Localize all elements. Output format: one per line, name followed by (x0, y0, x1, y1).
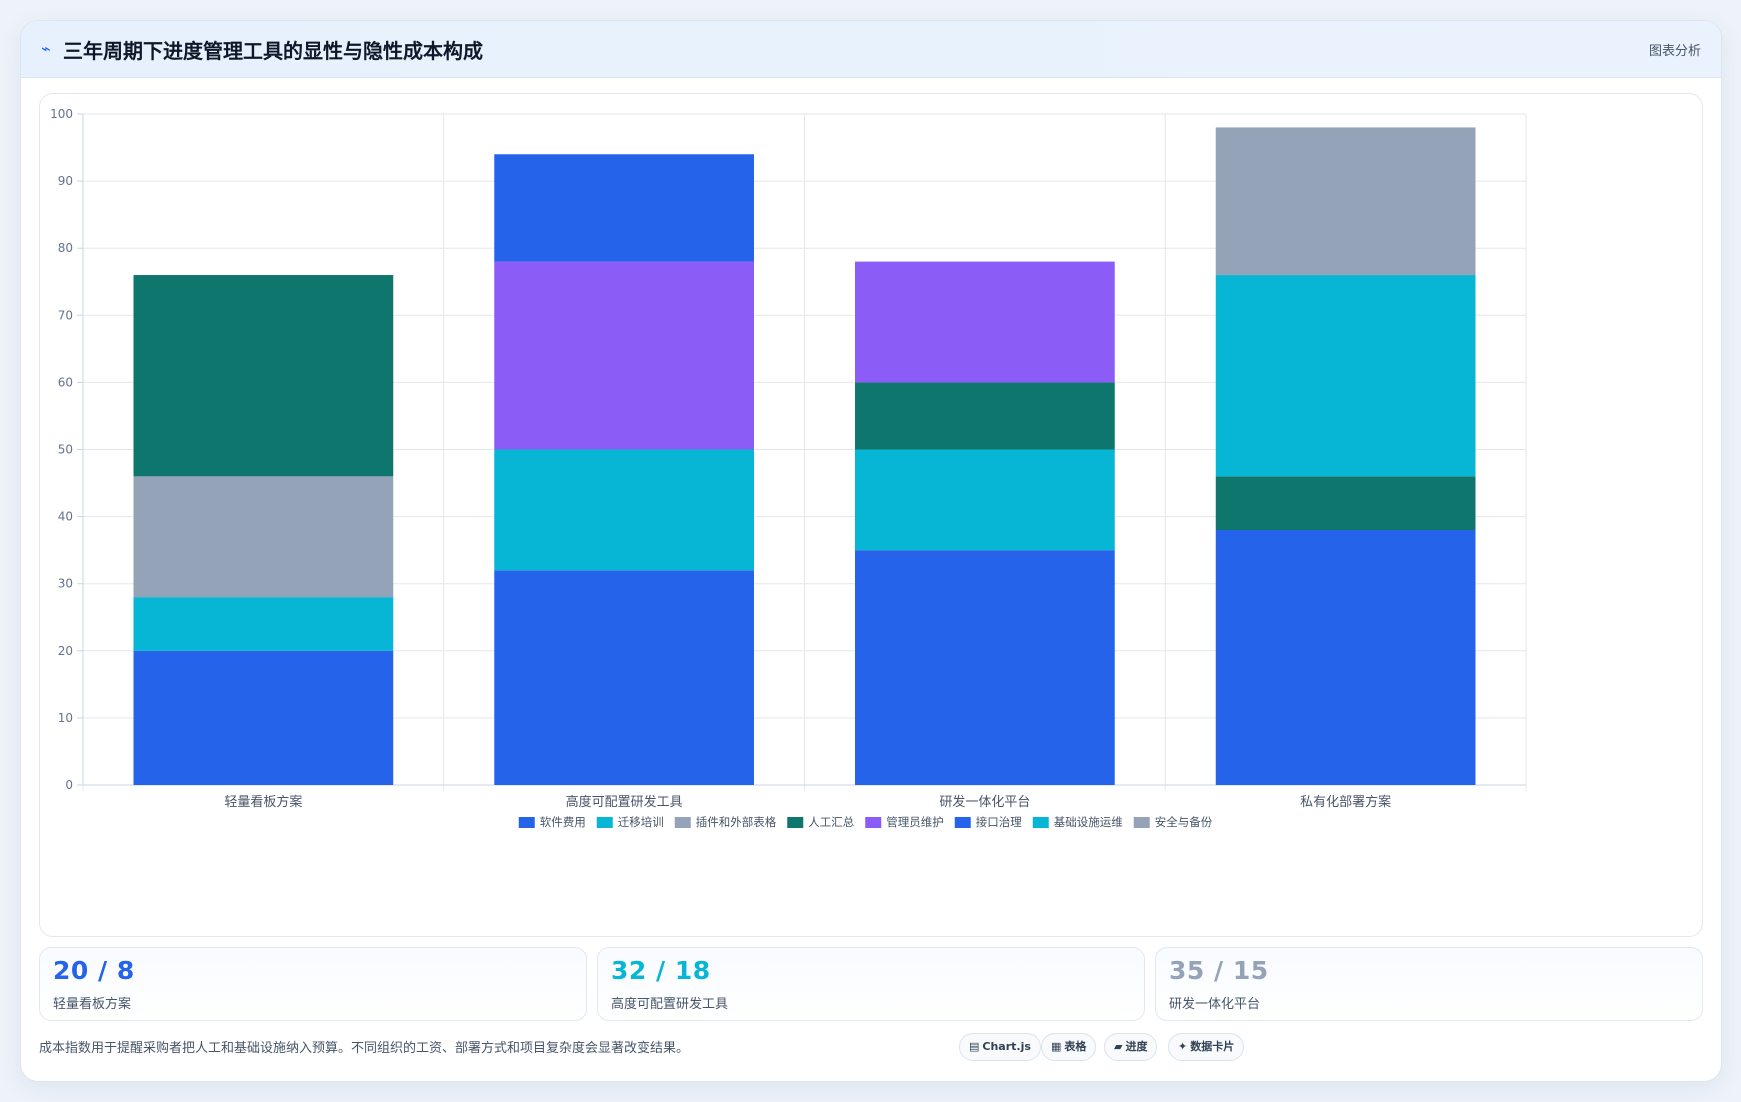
x-tick-label: 研发一体化平台 (939, 794, 1030, 810)
legend-entry: 管理员维护 (886, 815, 944, 829)
bar-segment (855, 382, 1115, 450)
table-icon: ▦ (1051, 1040, 1062, 1053)
chip-table[interactable]: ▦ 表格 (1041, 1033, 1097, 1061)
x-tick-label: 轻量看板方案 (224, 794, 302, 810)
y-tick-label: 10 (58, 711, 73, 725)
y-tick-label: 80 (58, 241, 73, 255)
y-tick-label: 30 (58, 577, 73, 591)
bar-segment (133, 275, 394, 477)
legend-entry: 迁移培训 (618, 815, 664, 829)
bar-segment (1215, 275, 1476, 477)
legend-swatch (596, 817, 613, 828)
chip-data-card[interactable]: ✦ 数据卡片 (1168, 1033, 1245, 1061)
bar-segment (855, 449, 1115, 551)
y-tick-label: 70 (58, 308, 73, 322)
y-tick-label: 20 (58, 644, 73, 658)
chip-label: 进度 (1125, 1040, 1148, 1053)
chip-label: 数据卡片 (1190, 1040, 1235, 1053)
chip-label: 表格 (1064, 1040, 1087, 1053)
y-tick-label: 0 (65, 778, 73, 792)
stat-label: 研发一体化平台 (1169, 997, 1261, 1012)
legend-swatch (1133, 817, 1150, 828)
legend-entry: 插件和外部表格 (696, 815, 777, 829)
bar-segment (494, 449, 754, 571)
chart-icon: ▤ (969, 1040, 980, 1053)
stat-value: 35 / 15 (1169, 956, 1269, 985)
legend-swatch (865, 817, 882, 828)
legend-entry: 接口治理 (976, 815, 1022, 829)
stat-label: 轻量看板方案 (53, 997, 132, 1012)
bar-segment (1215, 476, 1476, 531)
legend-swatch (1032, 817, 1049, 828)
x-tick-label: 高度可配置研发工具 (566, 794, 683, 810)
chip-label: Chart.js (982, 1040, 1031, 1053)
legend-swatch (954, 817, 971, 828)
chart-line-icon: ⌁ (41, 39, 51, 58)
bar-segment (855, 261, 1115, 383)
stacked-bar-chart: 0 10 20 30 40 50 60 70 80 90 100 轻量看板方案 高度可配置研发工具 研发一… (50, 107, 1527, 829)
stat-value: 20 / 8 (53, 956, 135, 985)
legend-entry: 人工汇总 (808, 815, 854, 829)
stat-value: 32 / 18 (611, 956, 711, 985)
stat-card-2: 32 / 18 高度可配置研发工具 (597, 947, 1145, 1021)
stat-label: 高度可配置研发工具 (611, 997, 729, 1012)
legend-swatch (518, 817, 535, 828)
stat-card-1: 20 / 8 轻量看板方案 (39, 947, 587, 1021)
y-tick-label: 90 (58, 174, 73, 188)
legend-entry: 基础设施运维 (1054, 815, 1123, 829)
chart-analysis-tag: 图表分析 (1648, 44, 1701, 59)
card-header: ⌁ 三年周期下进度管理工具的显性与隐性成本构成 图表分析 (21, 21, 1721, 78)
bar-segment (494, 570, 754, 785)
y-tick-label: 40 (58, 510, 73, 524)
chart-panel: 0 10 20 30 40 50 60 70 80 90 100 轻量看板方案 高度可配置研发工具 研发一… (39, 93, 1703, 937)
bar-segment (133, 597, 394, 651)
stat-card-3: 35 / 15 研发一体化平台 (1155, 947, 1703, 1021)
y-tick-label: 100 (50, 107, 73, 121)
chart-title: 三年周期下进度管理工具的显性与隐性成本构成 (63, 39, 483, 63)
legend-swatch (787, 817, 804, 828)
bar-segment (133, 650, 394, 785)
sparkle-icon: ✦ (1178, 1040, 1188, 1053)
bar-segment (1215, 127, 1476, 276)
footer-note: 成本指数用于提醒采购者把人工和基础设施纳入预算。不同组织的工资、部署方式和项目复… (39, 1041, 690, 1056)
chart-card: ⌁ 三年周期下进度管理工具的显性与隐性成本构成 图表分析 0 10 20 30 40 50… (20, 20, 1722, 1082)
chip-chartjs[interactable]: ▤ Chart.js (959, 1033, 1041, 1061)
bar-segment (1215, 530, 1476, 785)
progress-icon: ▰ (1114, 1040, 1123, 1053)
legend-entry: 安全与备份 (1155, 815, 1213, 829)
y-tick-label: 60 (58, 375, 73, 389)
y-tick-label: 50 (58, 443, 73, 457)
x-tick-label: 私有化部署方案 (1300, 794, 1391, 810)
bar-segment (494, 154, 754, 262)
legend-entry: 软件费用 (540, 815, 586, 829)
bar-segment (494, 261, 754, 450)
bar-segment (133, 476, 394, 598)
legend-swatch (674, 817, 691, 828)
chip-progress[interactable]: ▰ 进度 (1104, 1033, 1158, 1061)
bar-segment (855, 550, 1115, 785)
